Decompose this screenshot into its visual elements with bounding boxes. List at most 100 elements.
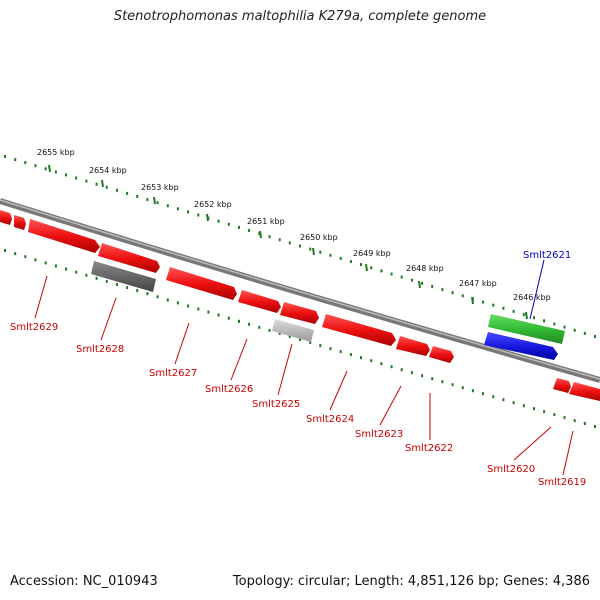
ring-dot <box>187 304 190 308</box>
tick-mark <box>153 196 156 205</box>
ring-dot <box>492 395 495 399</box>
gene-labels: Smlt2629 Smlt2628 Smlt2627 Smlt2626 Smlt… <box>10 250 586 488</box>
ring-dot <box>400 275 403 279</box>
ring-dot <box>421 281 424 285</box>
gene-feature <box>272 319 314 342</box>
ring-dot <box>583 331 586 335</box>
ring-dot <box>238 225 240 229</box>
ring-dot <box>115 188 118 192</box>
ring-dot <box>349 260 352 263</box>
ring-dot <box>573 419 576 423</box>
gene-arrow <box>280 302 319 324</box>
ring-dot <box>288 241 291 245</box>
ring-dot <box>573 328 576 332</box>
ring-dot <box>14 158 17 162</box>
tick-label: 2648 kbp <box>406 264 444 273</box>
ring-dot <box>217 313 220 317</box>
tick-label: 2649 kbp <box>353 249 391 258</box>
ring-dot <box>278 238 281 242</box>
ring-dot <box>268 235 271 239</box>
ring-dot <box>248 229 251 232</box>
ring-dot <box>461 386 464 390</box>
outer-scale-ring <box>4 155 596 338</box>
ring-dot <box>299 338 301 341</box>
ring-dot <box>563 416 566 420</box>
ring-dot <box>4 155 6 158</box>
ring-dot <box>238 319 240 323</box>
gene-label: Smlt2620 <box>487 464 535 475</box>
ring-dot <box>197 307 200 311</box>
ring-dot <box>156 201 159 205</box>
tick-label: 2655 kbp <box>37 148 75 157</box>
tick-mark <box>206 213 209 222</box>
gene-label: Smlt2622 <box>405 443 453 454</box>
ring-dot <box>339 350 342 354</box>
ring-dot <box>329 253 332 257</box>
ring-dot <box>553 413 556 417</box>
gene-feature <box>488 314 565 344</box>
ring-dot <box>512 401 515 405</box>
ring-dot <box>360 356 362 360</box>
ring-dot <box>563 325 566 329</box>
gene-callouts <box>34 259 574 476</box>
tick-mark <box>471 296 474 305</box>
gene-arrow <box>484 332 558 360</box>
gene-label: Smlt2623 <box>355 429 403 440</box>
ring-dot <box>65 267 67 271</box>
ring-dot <box>126 286 129 290</box>
ring-dot <box>370 359 373 363</box>
ring-dot <box>146 292 149 296</box>
ring-dot <box>492 303 495 307</box>
ring-dot <box>390 272 393 276</box>
ring-dot <box>95 182 98 186</box>
ring-dot <box>390 365 393 369</box>
ring-dot <box>594 335 596 338</box>
tick-label: 2646 kbp <box>513 293 551 302</box>
ring-dot <box>288 335 291 338</box>
gene-label: Smlt2629 <box>10 322 58 333</box>
ring-dot <box>248 322 251 326</box>
ring-dot <box>146 198 149 202</box>
gene-feature <box>91 261 156 292</box>
ring-dot <box>258 232 261 236</box>
ring-dot <box>44 261 47 265</box>
ring-dot <box>14 252 17 256</box>
ring-dot <box>349 353 352 357</box>
genome-backbone-highlight <box>0 199 600 380</box>
ring-dot <box>482 392 485 396</box>
ring-dot <box>380 362 383 366</box>
ring-dot <box>115 283 118 286</box>
ring-dot <box>105 279 108 283</box>
tick-mark <box>365 263 368 272</box>
ring-dot <box>65 173 67 177</box>
ring-dot <box>441 380 444 384</box>
ring-dot <box>502 398 505 402</box>
tick-mark <box>525 311 528 320</box>
ring-dot <box>268 328 271 332</box>
gene-arrow <box>238 290 281 313</box>
ring-dot <box>166 298 169 302</box>
gene-label: Smlt2627 <box>149 368 197 379</box>
genome-summary-text: Topology: circular; Length: 4,851,126 bp… <box>232 574 590 589</box>
gene-arrow <box>14 215 26 230</box>
ring-dot <box>197 213 200 217</box>
gene-label: Smlt2619 <box>538 477 586 488</box>
ring-dot <box>502 306 505 310</box>
ring-dot <box>54 264 57 268</box>
map-title: Stenotrophomonas maltophilia K279a, comp… <box>113 9 487 24</box>
ring-dot <box>553 322 556 326</box>
tick-mark <box>101 179 104 188</box>
gene-arrow <box>396 336 430 356</box>
ring-dot <box>75 176 78 180</box>
gene-arrow <box>28 219 100 253</box>
ring-dot <box>176 207 179 211</box>
ring-dot <box>380 269 383 273</box>
ring-dot <box>227 316 230 320</box>
ring-dot <box>431 284 434 288</box>
inner-scale-ring <box>4 249 596 428</box>
gene-arrow <box>322 314 396 346</box>
ring-dot <box>156 295 159 299</box>
gene-arrow <box>166 267 237 300</box>
ring-dot <box>227 222 230 226</box>
ring-dot <box>299 244 301 248</box>
